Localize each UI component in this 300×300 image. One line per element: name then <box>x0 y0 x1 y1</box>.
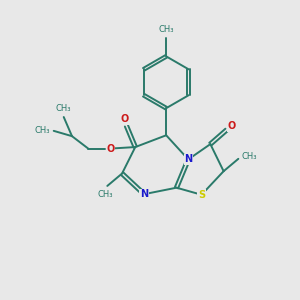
Text: O: O <box>121 114 129 124</box>
Text: N: N <box>140 189 148 199</box>
Text: O: O <box>228 122 236 131</box>
Text: CH₃: CH₃ <box>97 190 113 199</box>
Text: O: O <box>106 143 115 154</box>
Text: CH₃: CH₃ <box>35 126 50 135</box>
Text: CH₃: CH₃ <box>56 103 71 112</box>
Text: S: S <box>198 190 205 200</box>
Text: CH₃: CH₃ <box>158 25 174 34</box>
Text: CH₃: CH₃ <box>242 152 257 161</box>
Text: N: N <box>184 154 192 164</box>
